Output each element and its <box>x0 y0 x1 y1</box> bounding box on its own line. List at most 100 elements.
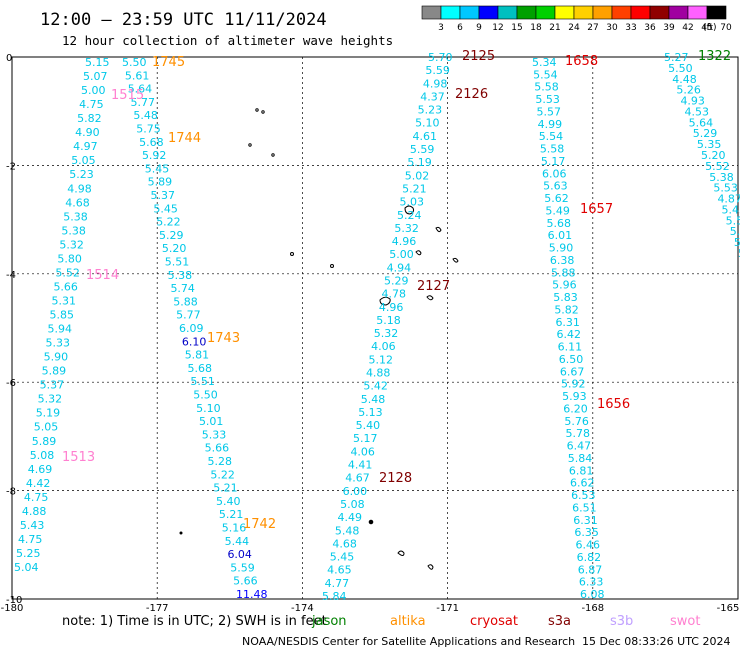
y-tick-label: 0 <box>6 53 12 64</box>
pass-number: 1743 <box>207 331 240 346</box>
swh-value: 5.50 <box>122 56 147 69</box>
swh-value: 4.96 <box>379 301 404 314</box>
swh-value: 5.92 <box>142 149 167 162</box>
island <box>404 205 415 215</box>
swh-value: 6.33 <box>579 576 604 589</box>
plot-area: -180 -177 -174 -171 -168 -165 0 -2 -4 -6 -8 -10 5.… <box>1 49 740 614</box>
legend-label: 27 <box>587 23 598 33</box>
pass-number: 1322 <box>698 49 731 64</box>
swh-value: 5.68 <box>547 217 572 230</box>
swh-value: 5.21 <box>219 508 244 521</box>
island <box>261 110 265 114</box>
pass-number: 1745 <box>152 55 185 70</box>
island <box>255 108 259 112</box>
swh-value: 5.88 <box>551 266 576 279</box>
satellite-name: s3a <box>548 614 571 629</box>
swh-value: 4.68 <box>332 537 357 550</box>
swh-value: 6.01 <box>548 229 573 242</box>
swh-value: 5.54 <box>533 68 558 81</box>
swh-value: 5.59 <box>410 143 435 156</box>
satellite-legend: jason altika cryosat s3a s3b swot <box>311 614 700 629</box>
swh-value: 4.90 <box>75 126 100 139</box>
swh-value: 4.88 <box>366 367 391 380</box>
legend-swatch <box>554 5 575 20</box>
swh-value: 5.66 <box>53 280 78 293</box>
swh-value: 5.20 <box>162 242 187 255</box>
swh-value: 6.06 <box>542 167 567 180</box>
legend-swatch <box>440 5 461 20</box>
satellite-name: altika <box>390 614 426 629</box>
x-tick-label: -165 <box>717 603 740 614</box>
swh-value: 11.48 <box>236 588 268 601</box>
swh-value: 5.17 <box>541 155 566 168</box>
y-tick-label: -4 <box>6 270 16 281</box>
swh-value: 5.22 <box>210 468 235 481</box>
swh-value: 5.51 <box>190 375 215 388</box>
x-tick-label: -168 <box>581 603 604 614</box>
swh-value: 4.75 <box>24 491 49 504</box>
swh-value: 5.37 <box>151 189 176 202</box>
island <box>248 143 252 147</box>
swh-value: 5.58 <box>534 81 559 94</box>
x-tick-label: -174 <box>291 603 314 614</box>
swh-value: 5.53 <box>713 182 738 195</box>
swh-value: 5.44 <box>225 535 250 548</box>
swh-value: 5.58 <box>540 143 565 156</box>
legend-swatch <box>687 5 708 20</box>
swh-value: 5.53 <box>726 214 740 227</box>
pass-number: 1513 <box>62 450 95 465</box>
legend-swatch <box>516 5 537 20</box>
swh-value: 5.13 <box>358 406 383 419</box>
swh-value: 5.57 <box>536 105 561 118</box>
legend-label: 30 <box>606 23 618 33</box>
swh-value: 5.16 <box>222 522 247 535</box>
legend-label: 9 <box>476 23 482 33</box>
swh-value: 4.37 <box>420 90 445 103</box>
swh-value: 5.53 <box>535 93 560 106</box>
swh-value: 5.90 <box>549 242 574 255</box>
swh-value: 5.88 <box>173 295 198 308</box>
swh-value: 5.21 <box>402 182 427 195</box>
swh-value: 5.38 <box>63 210 88 223</box>
legend-label: 33 <box>625 23 636 33</box>
swh-value: 5.34 <box>532 56 557 69</box>
swh-value: 5.15 <box>85 56 110 69</box>
swh-value: 5.37 <box>40 379 64 392</box>
swh-value: 5.33 <box>202 428 227 441</box>
swh-value: 5.45 <box>153 202 178 215</box>
legend-swatch <box>497 5 518 20</box>
swh-value: 4.06 <box>350 445 375 458</box>
pass-number: 1744 <box>168 131 201 146</box>
island <box>426 295 434 301</box>
pass-number: 2127 <box>417 279 450 294</box>
swh-value: 5.66 <box>205 442 230 455</box>
swh-value: 5.19 <box>407 156 432 169</box>
swh-value: 6.53 <box>571 489 596 502</box>
swh-value: 5.45 <box>145 162 170 175</box>
swh-value: 4.75 <box>18 533 42 546</box>
swh-value: 5.37 <box>730 225 740 238</box>
swh-value: 5.38 <box>61 224 85 237</box>
legend-label: 3 <box>438 23 444 33</box>
island <box>452 257 459 263</box>
swh-value: 5.05 <box>71 154 96 167</box>
swh-value: 6.87 <box>578 563 603 576</box>
swh-value: 5.48 <box>335 524 360 537</box>
swh-value: 6.50 <box>559 353 584 366</box>
swh-value: 6.38 <box>550 254 575 267</box>
swh-value: 5.38 <box>709 171 734 184</box>
swh-value: 6.31 <box>555 316 580 329</box>
swh-value: 5.75 <box>136 123 161 136</box>
swh-value: 5.32 <box>59 238 84 251</box>
swh-value: 6.31 <box>573 514 598 527</box>
swh-value: 5.25 <box>16 547 41 560</box>
swh-value: 5.50 <box>193 389 218 402</box>
island <box>271 153 275 157</box>
legend-label: 18 <box>530 23 542 33</box>
swh-value: 6.00 <box>343 485 368 498</box>
x-tick-label: -180 <box>1 603 24 614</box>
swh-value: 6.08 <box>580 588 605 601</box>
swh-value: 4.93 <box>680 95 705 108</box>
swh-value: 5.32 <box>38 393 63 406</box>
swh-value: 5.31 <box>51 294 76 307</box>
